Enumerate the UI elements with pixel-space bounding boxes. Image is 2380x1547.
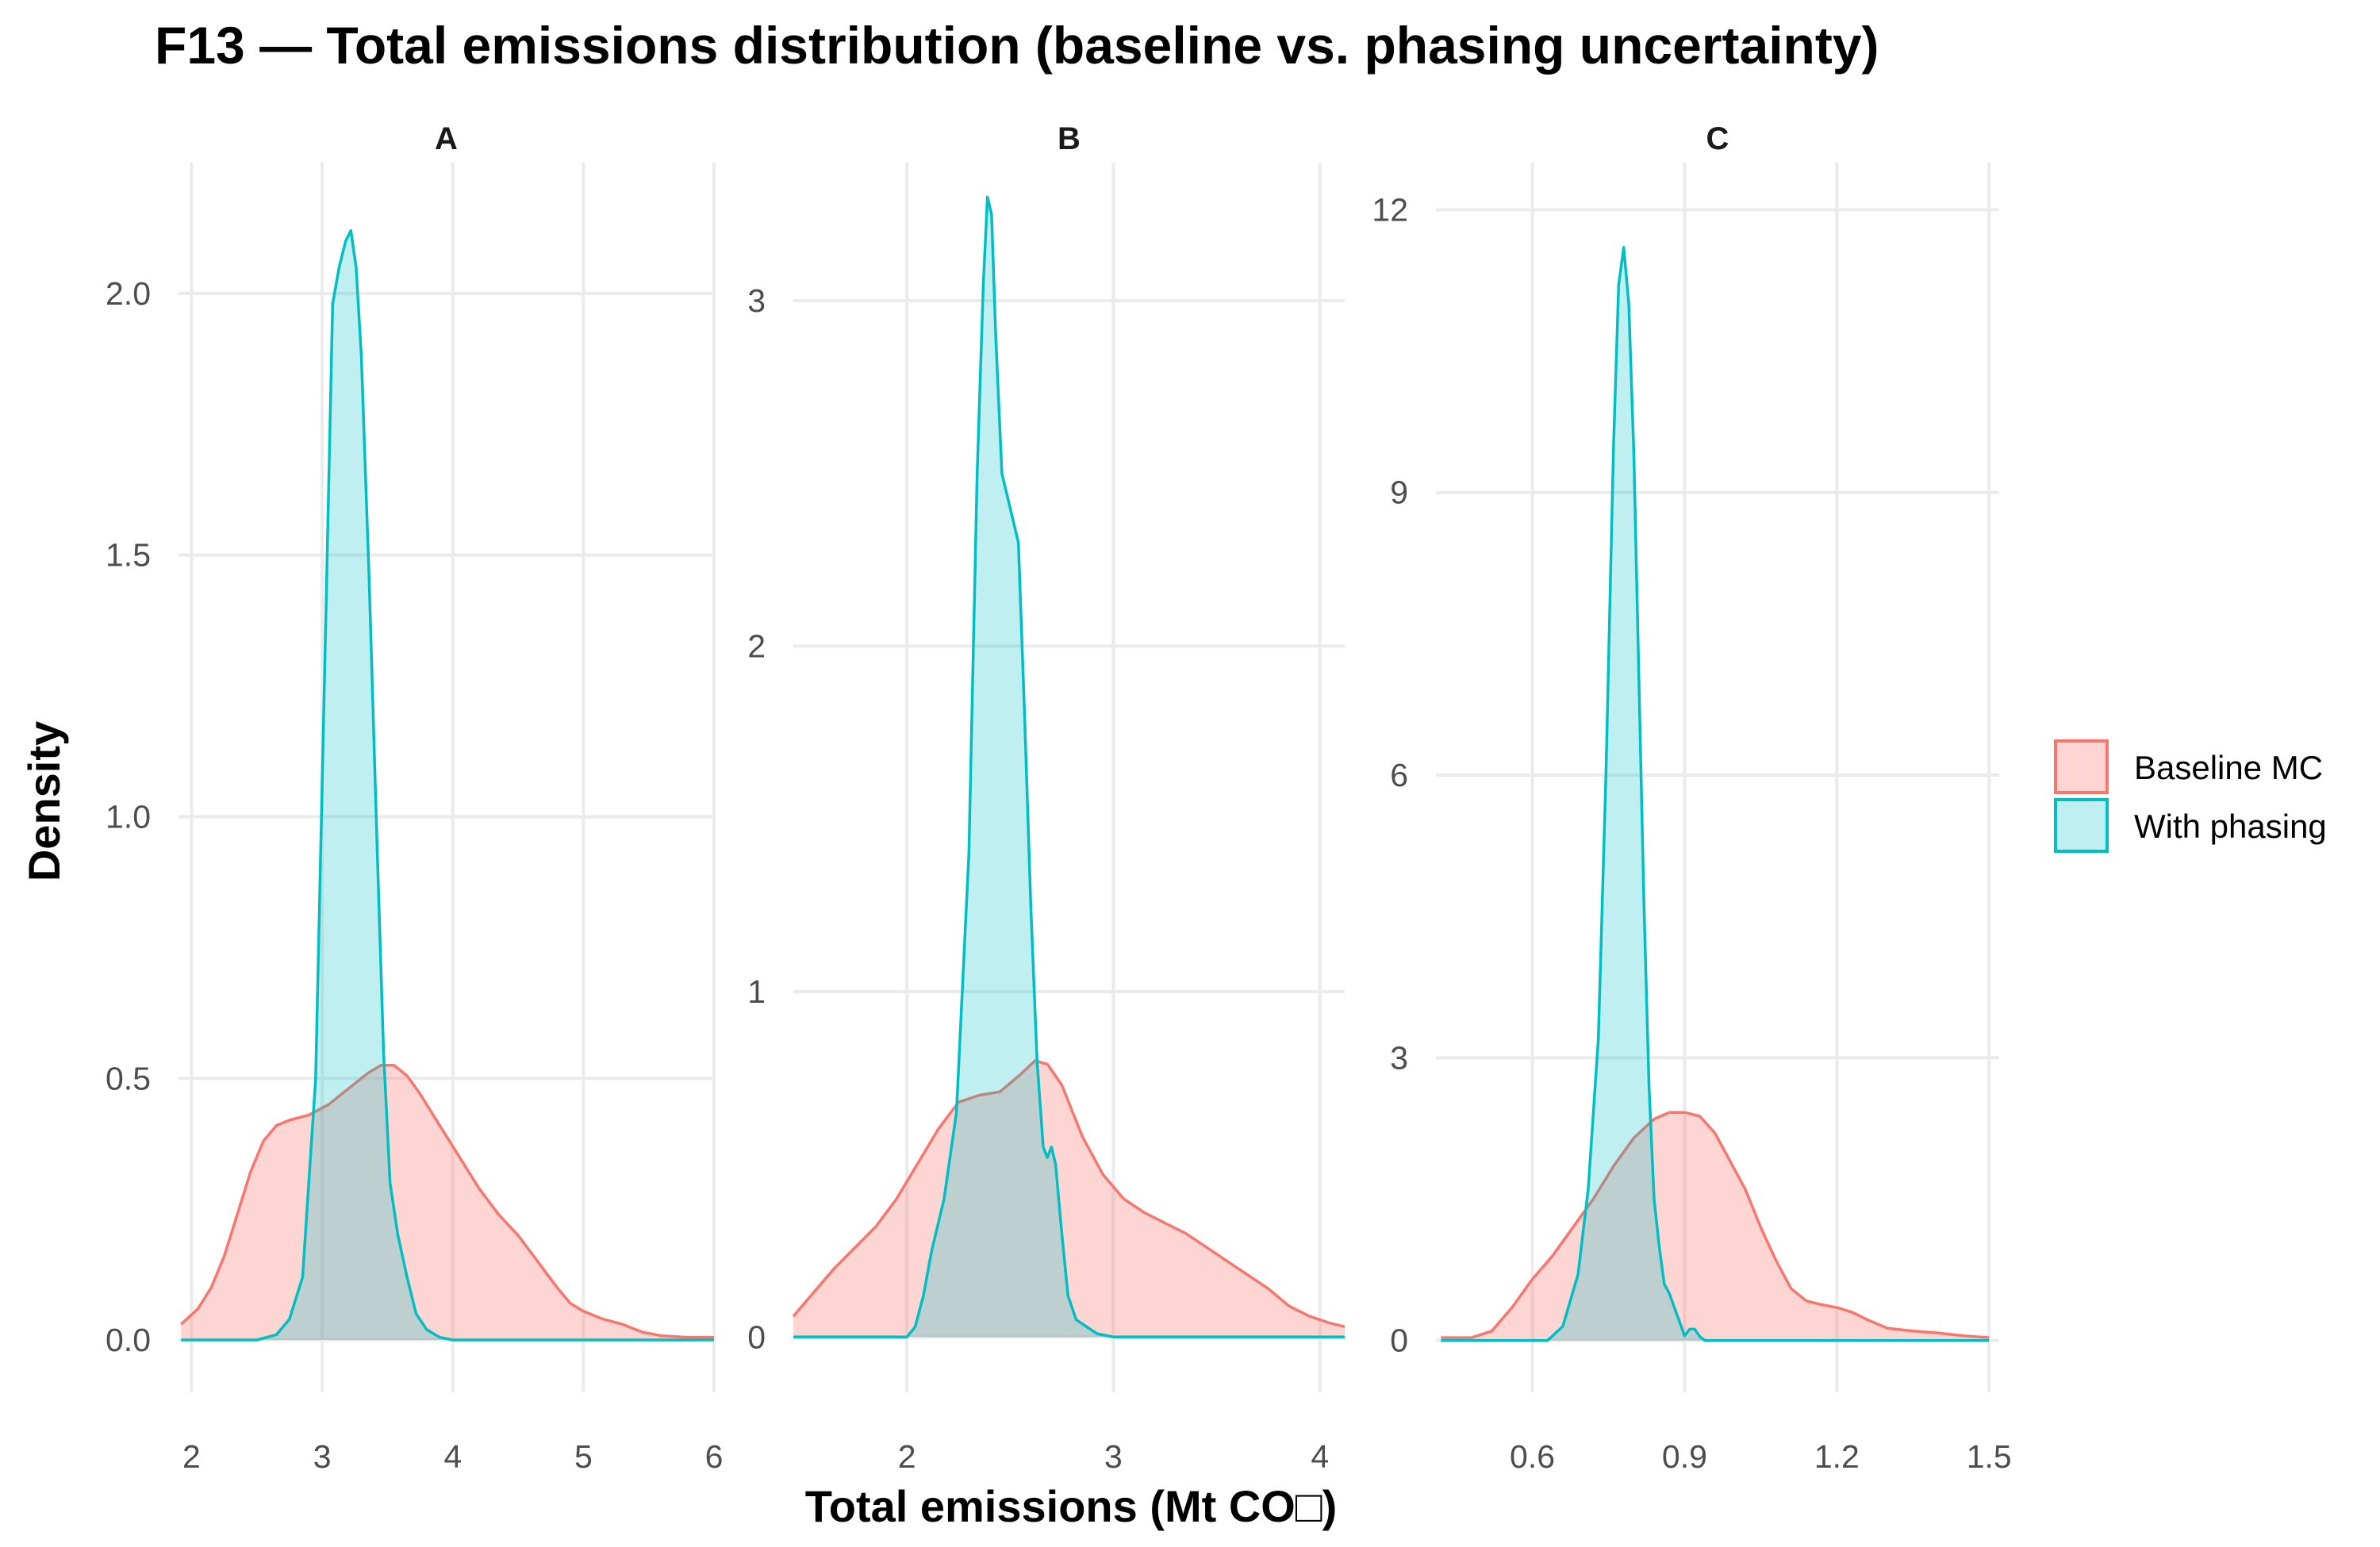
- facet-label-b: B: [1058, 121, 1081, 156]
- x-tick-label: 1.2: [1814, 1438, 1860, 1475]
- y-tick-label: 3: [747, 282, 766, 319]
- facet-label-a: A: [435, 121, 458, 156]
- density-area-baseline-mc: [793, 1061, 1345, 1338]
- y-axis-title: Density: [19, 721, 69, 881]
- density-line-baseline-mc: [1441, 1111, 1990, 1339]
- density-line-baseline-mc: [792, 1059, 1345, 1329]
- legend-key-baseline-mc: [2054, 739, 2109, 794]
- x-tick-label: 3: [1104, 1438, 1123, 1475]
- y-tick-label: 12: [1372, 191, 1408, 228]
- x-tick-label: 0.6: [1510, 1438, 1555, 1475]
- density-line-with-phasing: [793, 195, 1345, 1339]
- x-tick-label: 1.5: [1967, 1438, 2012, 1475]
- y-tick-label: 0.5: [106, 1060, 151, 1096]
- density-line-baseline-mc: [180, 1064, 714, 1339]
- density-line-with-phasing: [181, 228, 714, 1342]
- x-tick-label: 4: [1311, 1438, 1329, 1475]
- legend: Baseline MC With phasing: [2054, 739, 2327, 853]
- x-tick-label: 4: [443, 1438, 462, 1475]
- x-tick-label: 6: [705, 1438, 724, 1475]
- x-tick-label: 2: [898, 1438, 916, 1475]
- y-tick-label: 0: [1390, 1322, 1408, 1359]
- x-tick-label: 0.9: [1662, 1438, 1707, 1475]
- x-tick-label: 3: [313, 1438, 332, 1475]
- legend-key-with-phasing: [2054, 798, 2109, 853]
- density-area-baseline-mc: [1441, 1112, 1990, 1341]
- density-area-baseline-mc: [181, 1065, 715, 1340]
- density-line-with-phasing: [1441, 246, 1990, 1342]
- y-tick-label: 9: [1390, 474, 1408, 511]
- x-axis-title: Total emissions (Mt CO□): [805, 1481, 1338, 1531]
- y-tick-label: 6: [1390, 757, 1408, 793]
- y-tick-label: 3: [1390, 1039, 1408, 1076]
- panel-a: A 2 3 4 5 6 0.0 0.5 1.0 1.5 2.0: [106, 121, 723, 1475]
- legend-label-baseline-mc: Baseline MC: [2134, 749, 2323, 786]
- facet-label-c: C: [1706, 121, 1729, 156]
- y-tick-label: 0.0: [106, 1322, 151, 1358]
- y-tick-label: 2: [747, 628, 766, 665]
- y-tick-label: 1.5: [106, 537, 151, 574]
- y-tick-label: 1: [747, 973, 766, 1010]
- x-tick-label: 2: [182, 1438, 201, 1475]
- y-tick-label: 2.0: [106, 275, 151, 312]
- chart-title: F13 — Total emissions distribution (base…: [155, 16, 1879, 75]
- panel-c: C 0.6 0.9 1.2 1.5 0 3 6 9 12: [1372, 121, 2011, 1475]
- y-tick-label: 0: [747, 1319, 766, 1355]
- panel-b: B 2 3 4 0 1 2 3: [747, 121, 1345, 1475]
- legend-label-with-phasing: With phasing: [2134, 808, 2327, 845]
- y-tick-label: 1.0: [106, 798, 151, 835]
- x-tick-label: 5: [574, 1438, 593, 1475]
